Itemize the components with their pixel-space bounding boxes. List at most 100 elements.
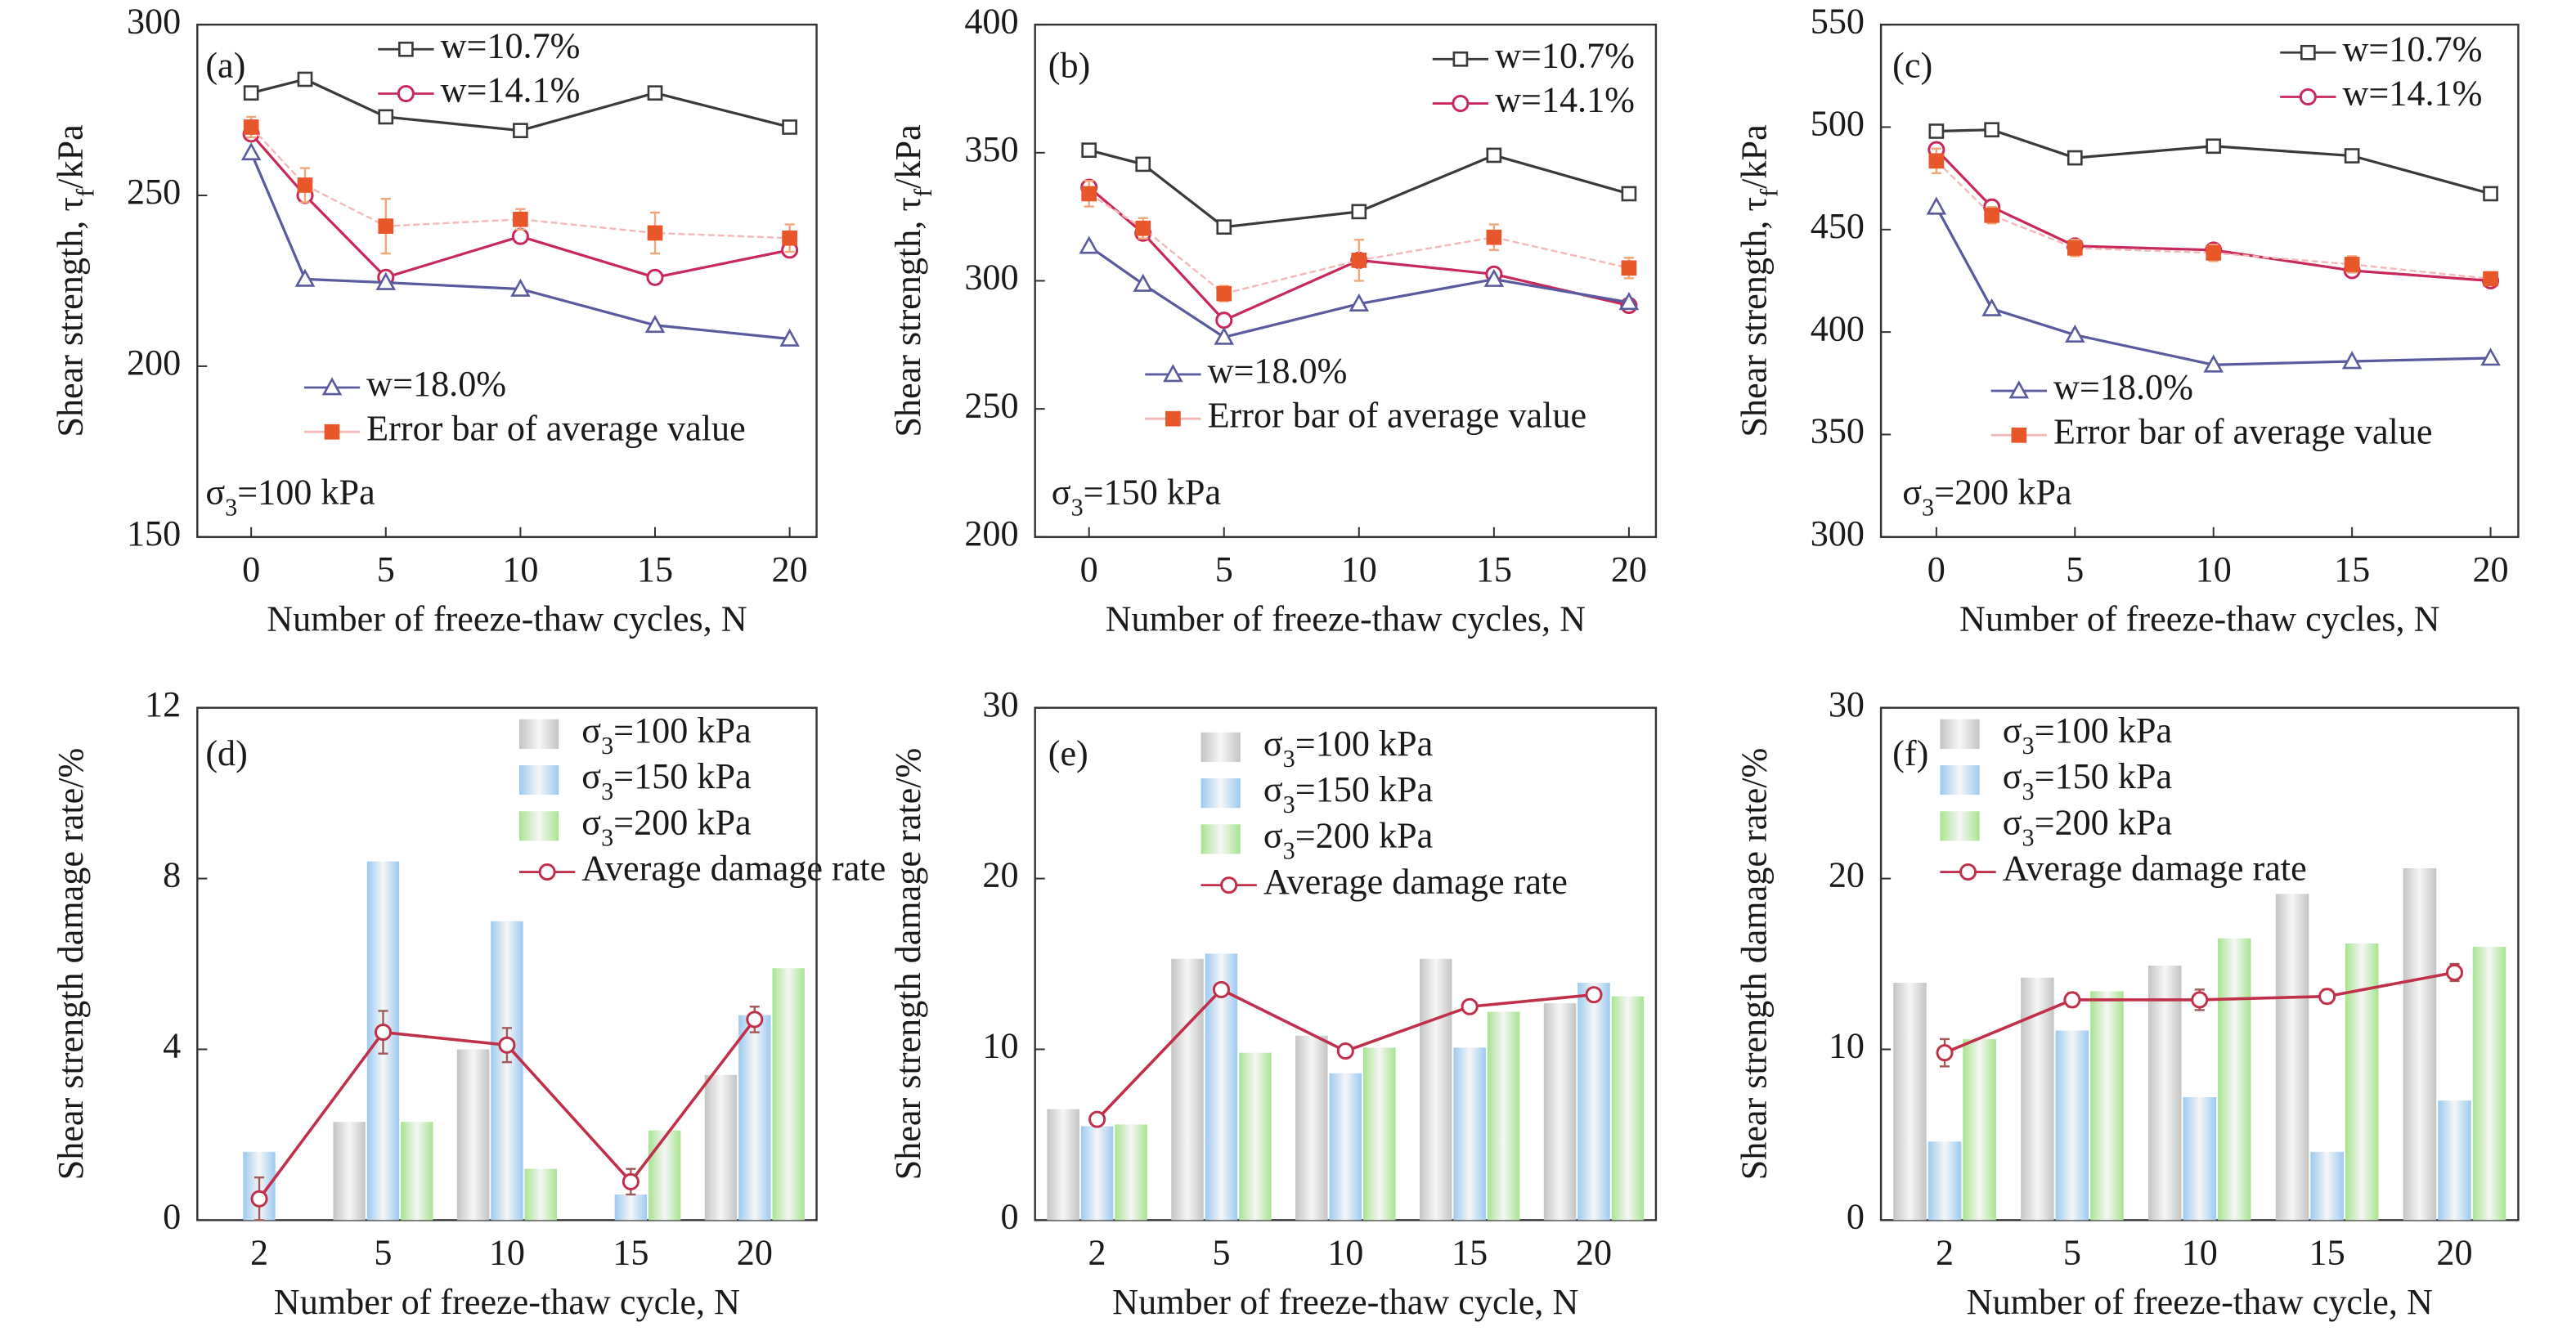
x-tick-label: 15 <box>2309 1233 2345 1273</box>
legend-label-part: σ <box>1263 769 1283 809</box>
marker <box>1928 123 1945 139</box>
x-tick-label: 20 <box>1611 549 1647 589</box>
marker <box>1984 207 1999 223</box>
marker <box>398 41 414 57</box>
marker <box>511 227 529 245</box>
marker <box>622 1172 640 1190</box>
y-tick-label: 300 <box>964 258 1018 298</box>
marker <box>782 119 797 135</box>
bar <box>1453 1047 1486 1221</box>
marker <box>2067 150 2083 166</box>
y-axis-label: Shear strength damage rate/% <box>51 748 91 1181</box>
marker <box>1088 1110 1106 1128</box>
marker <box>644 315 666 334</box>
annotation-sub: 3 <box>225 493 237 521</box>
series-line <box>1935 148 2491 283</box>
marker <box>2011 427 2027 443</box>
bar <box>1543 1003 1577 1221</box>
bar <box>2147 966 2182 1221</box>
legend-swatch <box>1940 764 1980 795</box>
legend-swatch <box>518 719 559 749</box>
x-tick-label: 10 <box>1327 1233 1363 1273</box>
marker <box>374 1024 393 1042</box>
legend-label-part: σ <box>2003 756 2022 796</box>
bar <box>1963 1038 1996 1221</box>
legend-label-part: =200 kPa <box>1295 816 1433 856</box>
legend-label: w=14.1% <box>2343 74 2483 114</box>
marker <box>646 268 664 286</box>
x-tick-label: 15 <box>637 549 673 589</box>
legend-label-sub: 3 <box>1283 745 1295 773</box>
legend-label: w=18.0% <box>1208 351 1348 391</box>
marker <box>1349 293 1370 312</box>
marker <box>1215 311 1233 329</box>
annotation-sub: 3 <box>1922 493 1934 521</box>
marker <box>1216 219 1232 235</box>
y-tick-label: 0 <box>1847 1197 1865 1237</box>
panel-label: (f) <box>1892 733 1928 773</box>
marker <box>2480 347 2501 366</box>
bar <box>2183 1096 2217 1221</box>
legend-label-part: σ <box>2003 710 2022 751</box>
legend-label-part: =150 kPa <box>613 756 751 796</box>
series-line <box>1935 206 2491 366</box>
legend-label-part: σ <box>1263 724 1283 764</box>
bar <box>1487 1011 1520 1221</box>
bar <box>2403 868 2437 1221</box>
legend-label-part: σ <box>2003 802 2022 842</box>
marker <box>378 218 394 234</box>
series-line <box>249 152 790 341</box>
bar <box>1419 958 1452 1221</box>
legend-swatch <box>1200 824 1241 854</box>
marker <box>240 142 262 161</box>
legend-label-sub: 3 <box>601 823 613 851</box>
annotation: σ3=100 kPa <box>205 473 375 522</box>
plot-frame <box>196 23 818 539</box>
marker <box>2063 991 2081 1009</box>
legend-label-part: σ <box>581 802 601 842</box>
series-line <box>1088 186 1630 322</box>
y-axis-label-part: /kPa <box>888 124 928 189</box>
series-line <box>1088 192 1630 295</box>
annotation-part: =150 kPa <box>1084 473 1221 513</box>
marker <box>2206 138 2222 155</box>
y-axis-label-part: Shear strength, τ <box>888 197 928 437</box>
legend-label: σ3=100 kPa <box>581 710 751 760</box>
bar <box>2438 1100 2471 1221</box>
legend-label-sub: 3 <box>2022 732 2035 760</box>
series-line <box>1088 149 1630 229</box>
y-tick-label: 12 <box>145 684 181 724</box>
marker <box>297 177 313 193</box>
legend-label-sub: 3 <box>1283 836 1295 864</box>
marker <box>1351 253 1367 268</box>
legend-label: σ3=150 kPa <box>581 756 751 805</box>
bar <box>1577 983 1610 1221</box>
y-tick-label: 8 <box>163 855 181 895</box>
legend-swatch <box>518 811 559 841</box>
legend-label: Average damage rate <box>581 849 886 889</box>
legend-label: w=10.7% <box>2343 29 2483 69</box>
y-axis-label: Shear strength damage rate/% <box>888 748 928 1181</box>
y-tick-label: 200 <box>127 343 181 383</box>
marker <box>1220 876 1238 894</box>
marker <box>647 225 663 241</box>
legend-label: σ3=100 kPa <box>2003 710 2172 760</box>
marker <box>1165 410 1181 427</box>
marker <box>294 268 316 287</box>
x-tick-label: 5 <box>2066 549 2084 589</box>
y-tick-label: 500 <box>1811 104 1865 144</box>
x-tick-label: 2 <box>1088 1233 1106 1273</box>
legend-label-part: =150 kPa <box>2035 756 2172 796</box>
y-axis-label: Shear strength, τf/kPa <box>888 124 937 437</box>
y-tick-label: 30 <box>982 684 1018 724</box>
marker <box>1081 142 1097 159</box>
marker <box>1928 153 1945 169</box>
x-tick-label: 0 <box>1080 549 1098 589</box>
marker <box>1618 292 1640 311</box>
marker <box>1981 298 2002 316</box>
bar <box>2472 947 2506 1221</box>
y-axis-label-part: Shear strength, τ <box>1735 197 1775 437</box>
y-tick-label: 550 <box>1811 1 1865 41</box>
marker <box>2008 380 2030 399</box>
